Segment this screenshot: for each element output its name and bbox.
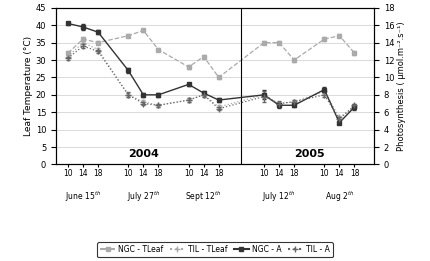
Legend: NGC - TLeaf, TIL - TLeaf, NGC - A, TIL - A: NGC - TLeaf, TIL - TLeaf, NGC - A, TIL -… xyxy=(97,242,333,257)
Text: July 12$^{th}$: July 12$^{th}$ xyxy=(262,189,296,204)
Text: 2004: 2004 xyxy=(128,149,159,159)
Text: Aug 2$^{th}$: Aug 2$^{th}$ xyxy=(325,189,354,204)
Text: July 27$^{th}$: July 27$^{th}$ xyxy=(127,189,160,204)
Text: 2005: 2005 xyxy=(294,149,325,159)
Y-axis label: Photosynthesis ( μmol.m⁻².s⁻¹): Photosynthesis ( μmol.m⁻².s⁻¹) xyxy=(397,21,406,151)
Y-axis label: Leaf Temperature (°C): Leaf Temperature (°C) xyxy=(24,36,33,136)
Text: June 15$^{th}$: June 15$^{th}$ xyxy=(65,189,101,204)
Text: Sept 12$^{th}$: Sept 12$^{th}$ xyxy=(185,189,222,204)
